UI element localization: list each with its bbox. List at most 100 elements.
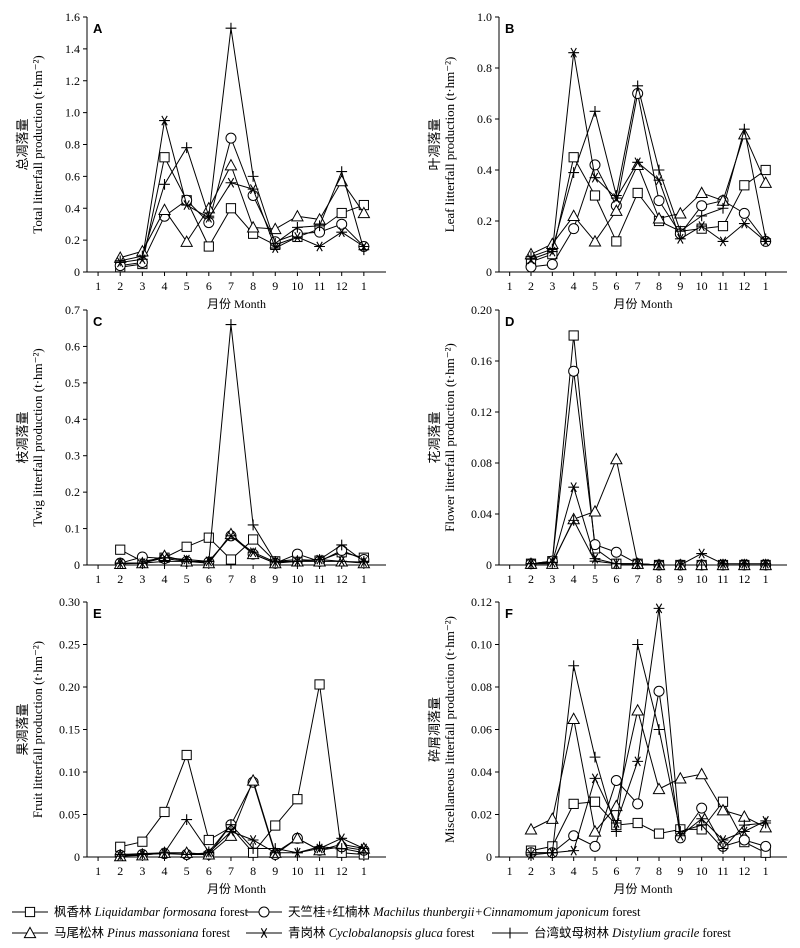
x-tick-label: 8	[656, 572, 662, 586]
data-point-asterisk	[247, 184, 259, 195]
series-line-circle	[120, 136, 365, 267]
data-point-square	[203, 834, 214, 846]
series-line-plus	[120, 28, 365, 262]
y-tick-label: 0.2	[65, 233, 80, 247]
x-tick-label: 6	[613, 864, 619, 878]
data-point-plus	[653, 724, 665, 735]
data-point-plus	[653, 559, 665, 571]
data-point-square	[314, 679, 325, 690]
data-point-plus	[525, 251, 537, 263]
data-point-plus	[717, 843, 729, 854]
data-point-square	[115, 544, 126, 555]
x-tick-label: 10	[696, 572, 708, 586]
data-point-asterisk	[717, 236, 729, 247]
y-tick-label: 0.16	[471, 354, 492, 368]
data-point-circle	[610, 546, 622, 558]
data-point-plus	[203, 210, 215, 222]
data-point-triangle	[224, 158, 238, 171]
data-point-plus	[674, 225, 686, 237]
data-point-circle	[525, 261, 537, 273]
y-tick-label: 0.8	[65, 138, 80, 152]
chart-panel-a: 00.20.40.60.81.01.21.41.61 2 3 4 5 6 7 8 9 10 11 12…	[15, 10, 386, 311]
legend-label: 马尾松林 Pinus massoniana forest	[54, 926, 231, 940]
y-tick-label: 0.30	[59, 595, 80, 609]
data-point-plus	[314, 220, 325, 232]
x-tick-label: 2	[117, 279, 123, 293]
data-point-plus	[760, 817, 772, 829]
data-point-triangle	[180, 235, 194, 247]
y-axis-label-cn: 碎屑凋落量	[427, 697, 442, 762]
y-axis-label-en: Twig litterfall production (t·hm⁻²)	[30, 348, 45, 526]
y-tick-label: 0	[74, 850, 80, 864]
y-axis-label-en: Flower litterfall production (t·hm⁻²)	[442, 343, 457, 532]
data-point-circle	[610, 775, 622, 786]
series-line-plus	[530, 519, 766, 566]
data-point-triangle	[588, 824, 602, 837]
x-tick-label: 2	[528, 864, 534, 878]
data-point-plus	[589, 105, 601, 117]
legend-label: 天竺桂+红楠林 Machilus thunbergii+Cinnamomum j…	[288, 904, 641, 919]
data-point-asterisk	[589, 773, 601, 784]
x-tick-label: 1	[95, 864, 101, 878]
data-point-square	[137, 836, 148, 847]
data-point-plus	[568, 167, 580, 178]
x-tick-label: 11	[314, 864, 326, 878]
data-point-plus	[247, 843, 259, 854]
x-tick-label: 7	[635, 864, 641, 878]
data-point-square	[632, 817, 643, 829]
legend-marker-plus	[504, 927, 516, 939]
x-tick-label: 9	[272, 572, 278, 586]
y-tick-label: 0.4	[65, 412, 80, 426]
data-point-asterisk	[181, 849, 193, 860]
x-tick-label: 3	[549, 572, 555, 586]
data-point-plus	[589, 555, 601, 567]
panel-letter: B	[505, 21, 514, 36]
y-tick-label: 0	[74, 265, 80, 279]
data-point-triangle	[673, 771, 687, 784]
y-tick-label: 0.6	[65, 339, 80, 353]
x-tick-label: 5	[184, 572, 190, 586]
data-point-triangle	[567, 209, 581, 221]
x-tick-label: 1	[95, 572, 101, 586]
x-tick-label: 6	[206, 572, 212, 586]
data-point-circle	[696, 200, 708, 212]
data-point-triangle	[246, 220, 260, 233]
x-tick-label: 11	[717, 279, 729, 293]
x-tick-label: 10	[291, 279, 303, 293]
series-line-square	[120, 684, 364, 855]
data-point-triangle	[652, 782, 666, 795]
y-tick-label: 0.2	[477, 214, 492, 228]
data-point-plus	[632, 558, 644, 570]
x-tick-label: 11	[314, 279, 326, 293]
legend-item-circle: 天竺桂+红楠林 Machilus thunbergii+Cinnamomum j…	[246, 904, 641, 919]
data-point-circle	[653, 685, 665, 697]
x-tick-label: 12	[336, 864, 348, 878]
data-point-asterisk	[336, 833, 348, 844]
data-point-plus	[358, 847, 370, 859]
data-point-square	[589, 190, 601, 201]
data-point-square	[292, 794, 303, 805]
data-point-square	[568, 330, 579, 341]
data-point-asterisk	[568, 845, 580, 856]
x-tick-label: 7	[228, 279, 234, 293]
chart-panel-e: 00.050.100.150.200.250.301 2 3 4 5 6 7 8 9 10 11 12…	[15, 595, 386, 896]
data-point-plus	[159, 555, 170, 567]
x-tick-label: 11	[717, 864, 729, 878]
data-point-plus	[610, 826, 622, 837]
data-point-plus	[632, 639, 644, 650]
legend-label: 枫香林 Liquidambar formosana forest	[54, 904, 249, 919]
x-tick-label: 6	[613, 279, 619, 293]
x-tick-label: 12	[738, 572, 750, 586]
x-tick-label: 3	[139, 279, 145, 293]
x-axis-label: 月份 Month	[613, 882, 672, 896]
data-point-square	[159, 152, 170, 163]
x-axis-label: 月份 Month	[613, 297, 672, 311]
y-tick-label: 1.2	[65, 74, 80, 88]
data-point-triangle	[246, 773, 260, 786]
data-point-triangle	[158, 203, 171, 215]
x-tick-label: 7	[228, 864, 234, 878]
data-point-circle	[568, 830, 580, 842]
chart-panel-f: 00.020.040.060.080.100.121 2 3 4 5 6 7 8 9 10 11 12…	[427, 595, 787, 896]
data-point-plus	[717, 202, 729, 214]
